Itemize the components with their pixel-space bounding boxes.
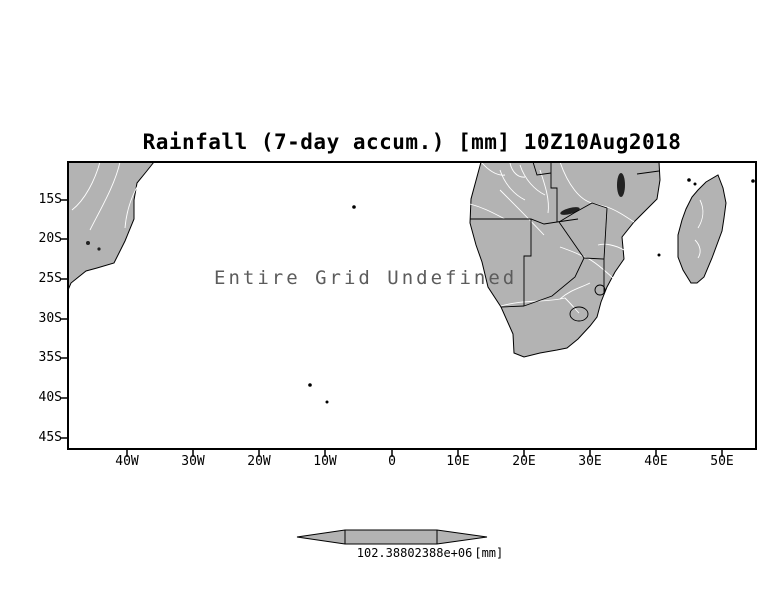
colorbar-unit-text: [mm] (474, 546, 504, 560)
y-axis-label-30s: 30S (38, 311, 62, 326)
island-dots (308, 178, 755, 404)
border-line (558, 202, 608, 223)
map-layer (68, 162, 755, 404)
south-america-landmass (68, 162, 155, 291)
y-axis-label-25s: 25S (38, 271, 62, 286)
river-line (71, 162, 101, 211)
river-line (559, 246, 615, 280)
swaziland-border (594, 284, 606, 296)
island-dot (657, 253, 661, 257)
x-axis-label-10w: 10W (313, 454, 337, 469)
lakes (86, 173, 625, 251)
river-line (597, 243, 625, 251)
island-dot (325, 400, 329, 404)
river-line (480, 162, 506, 176)
island-dot (687, 178, 691, 182)
africa-landmass (469, 162, 661, 358)
lake-kariba (560, 207, 580, 215)
axis-ticks (60, 199, 723, 457)
y-axis-label-20s: 20S (38, 231, 62, 246)
colorbar-value-text: 102.38802388e+06 (356, 546, 473, 560)
x-axis-label-30w: 30W (181, 454, 205, 469)
y-axis-label-35s: 35S (38, 350, 62, 365)
x-axis-label-30e: 30E (578, 454, 602, 469)
border-line (550, 162, 558, 222)
x-axis-label-40w: 40W (115, 454, 139, 469)
river-line (89, 162, 121, 231)
river-line (509, 162, 526, 178)
lesotho-border (569, 306, 589, 322)
y-axis-label-15s: 15S (38, 192, 62, 207)
border-line (523, 219, 532, 306)
river-line (500, 297, 580, 314)
river-line (697, 199, 704, 229)
river-line (694, 239, 701, 259)
island-dot (352, 205, 356, 209)
river-line (559, 162, 635, 223)
river-line (539, 169, 549, 214)
country-borders (470, 162, 660, 322)
grid-undefined-message: Entire Grid Undefined (214, 267, 518, 289)
plot-border (67, 161, 757, 450)
y-axis-label-45s: 45S (38, 430, 62, 445)
x-axis-label-40e: 40E (644, 454, 668, 469)
x-axis-label-50e: 50E (710, 454, 734, 469)
colorbar-lens-shape (296, 529, 488, 545)
border-line (470, 218, 579, 225)
border-line (558, 221, 585, 259)
island-dot (693, 182, 697, 186)
border-line (636, 170, 660, 175)
border-line (523, 257, 585, 307)
x-axis-label-0: 0 (388, 454, 396, 469)
river-line (469, 203, 506, 220)
lagoon-dot (97, 247, 101, 251)
lagoon-dot (86, 241, 90, 245)
river-line (499, 169, 526, 201)
island-dot (751, 179, 755, 183)
rivers (71, 162, 704, 314)
border-line (603, 207, 608, 260)
x-axis-label-20w: 20W (247, 454, 271, 469)
colorbar-arrow (296, 529, 488, 545)
river-line (124, 167, 152, 229)
colorbar-label: 102.38802388e+06 [mm] (330, 546, 530, 560)
river-line (499, 189, 545, 236)
border-line (532, 162, 552, 176)
x-axis-label-10e: 10E (446, 454, 470, 469)
plot-title: Rainfall (7-day accum.) [mm] 10Z10Aug201… (142, 130, 682, 154)
river-line (519, 164, 546, 196)
madagascar-island (677, 174, 727, 284)
lake-malawi (617, 173, 625, 197)
y-axis-label-40s: 40S (38, 390, 62, 405)
river-line (559, 282, 591, 300)
x-axis-label-20e: 20E (512, 454, 536, 469)
island-dot (308, 383, 312, 387)
border-line (500, 305, 525, 308)
